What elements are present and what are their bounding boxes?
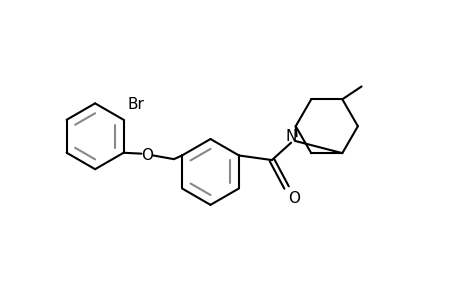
Text: O: O	[141, 148, 153, 163]
Text: N: N	[285, 129, 296, 144]
Text: O: O	[288, 191, 300, 206]
Text: Br: Br	[127, 97, 144, 112]
